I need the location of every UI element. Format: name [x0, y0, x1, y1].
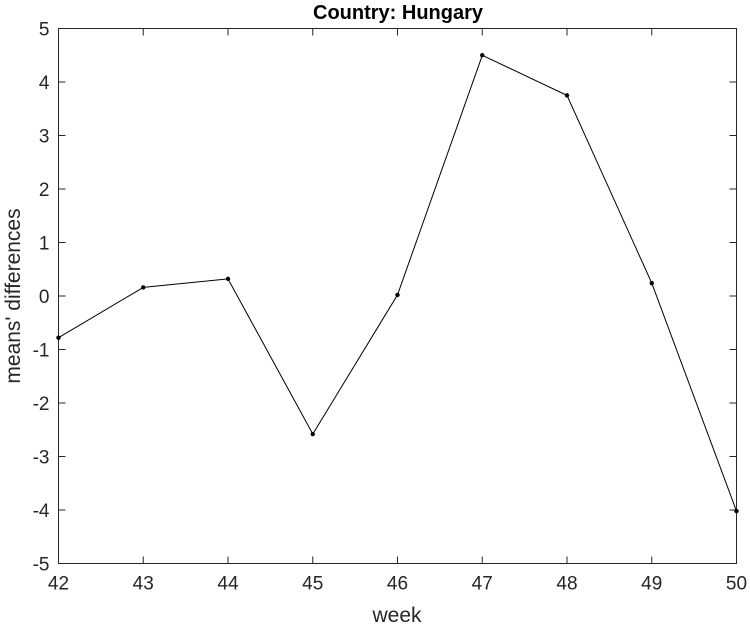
- y-tick-label: -5: [33, 555, 50, 576]
- x-tick-label: 48: [556, 574, 577, 595]
- x-axis-label: week: [371, 604, 422, 626]
- data-point: [310, 431, 315, 437]
- y-axis-label: means' differences: [2, 208, 25, 383]
- data-point: [141, 285, 146, 290]
- data-point: [395, 292, 400, 298]
- chart-title: Country: Hungary: [313, 2, 484, 24]
- data-points: [56, 53, 739, 514]
- data-point: [564, 93, 570, 98]
- x-tick-label: 47: [472, 574, 493, 595]
- x-tick-label: 43: [133, 574, 154, 595]
- y-tick-label: 0: [39, 287, 50, 308]
- data-point: [56, 335, 61, 340]
- series-line: [58, 54, 737, 512]
- y-tick-label: -2: [33, 394, 50, 415]
- data-point: [480, 53, 485, 58]
- y-tick-label: -4: [33, 501, 50, 522]
- x-tick-label: 49: [641, 574, 662, 595]
- x-tick-label: 46: [387, 574, 408, 595]
- data-point: [734, 508, 739, 514]
- y-tick-label: 4: [39, 73, 50, 94]
- y-tick-label: 2: [39, 180, 50, 201]
- y-tick-label: -1: [33, 341, 50, 362]
- data-point: [225, 276, 231, 282]
- x-tick-label: 50: [726, 574, 747, 595]
- y-tick-label: -3: [33, 448, 50, 469]
- x-tick-label: 42: [48, 574, 69, 595]
- y-tick-label: 3: [39, 127, 50, 148]
- x-tick-label: 45: [302, 574, 323, 595]
- x-axis: 42 43 44 45 46 47 48 49 50: [48, 28, 747, 595]
- y-axis: -5 -4 -3 -2 -1 0 1 2 3 4 5: [33, 20, 737, 576]
- x-tick-label: 44: [217, 574, 239, 595]
- y-tick-label: 5: [39, 20, 50, 41]
- y-tick-label: 1: [39, 234, 50, 255]
- data-point: [649, 280, 654, 286]
